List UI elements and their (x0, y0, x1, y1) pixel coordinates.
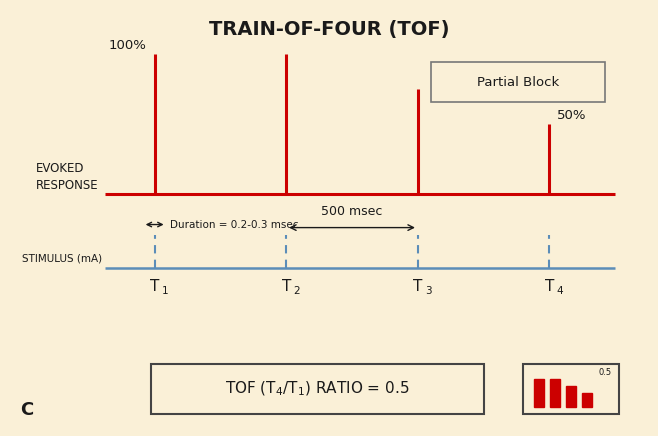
Text: 0.5: 0.5 (598, 368, 611, 378)
Bar (567, 386, 576, 407)
FancyBboxPatch shape (523, 364, 619, 414)
Text: 100%: 100% (109, 39, 147, 52)
Text: TRAIN-OF-FOUR (TOF): TRAIN-OF-FOUR (TOF) (209, 20, 449, 39)
FancyBboxPatch shape (431, 62, 605, 102)
Bar (550, 379, 560, 407)
Text: T: T (545, 279, 554, 294)
Text: T: T (413, 279, 422, 294)
FancyBboxPatch shape (151, 364, 484, 414)
Text: 1: 1 (162, 286, 168, 296)
Bar (534, 379, 544, 407)
Text: 50%: 50% (557, 109, 587, 122)
Bar (582, 393, 592, 407)
Text: Partial Block: Partial Block (477, 76, 559, 89)
Text: 2: 2 (293, 286, 300, 296)
Text: TOF (T$_4$/T$_1$) RATIO = 0.5: TOF (T$_4$/T$_1$) RATIO = 0.5 (225, 380, 410, 399)
Text: EVOKED
RESPONSE: EVOKED RESPONSE (36, 162, 99, 191)
Text: STIMULUS (mA): STIMULUS (mA) (22, 254, 102, 264)
Text: C: C (20, 401, 33, 419)
Text: 3: 3 (425, 286, 432, 296)
Text: T: T (282, 279, 291, 294)
Text: T: T (150, 279, 159, 294)
Text: Duration = 0.2-0.3 msec: Duration = 0.2-0.3 msec (170, 220, 298, 229)
Text: 500 msec: 500 msec (321, 205, 383, 218)
Text: 4: 4 (557, 286, 563, 296)
